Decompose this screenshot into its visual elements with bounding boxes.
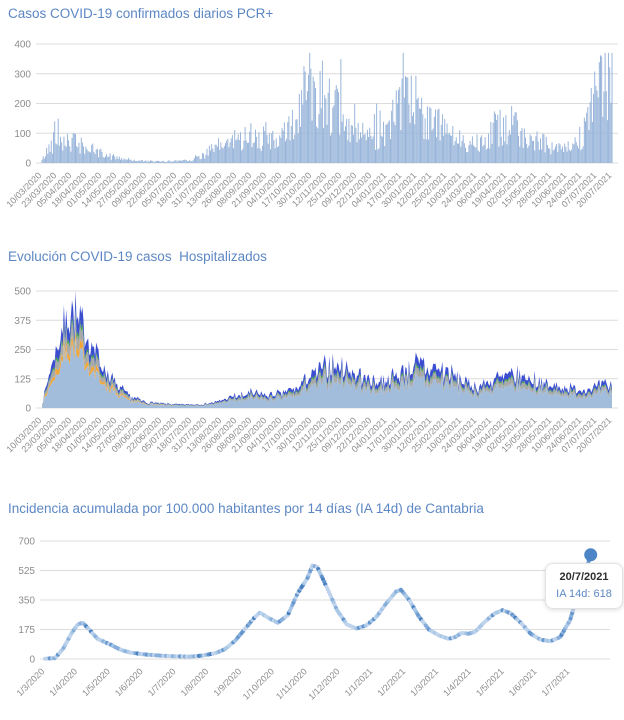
daily-cases-bar-chart[interactable]: 010020030040010/03/202023/03/202005/04/2…	[0, 36, 624, 241]
svg-text:0: 0	[29, 655, 35, 666]
tooltip-value: IA 14d: 618	[556, 588, 612, 600]
svg-text:125: 125	[14, 374, 31, 385]
svg-text:1/7/2021: 1/7/2021	[540, 666, 572, 698]
svg-text:1/10/2020: 1/10/2020	[241, 666, 276, 701]
svg-text:1/3/2020: 1/3/2020	[15, 666, 47, 698]
svg-text:1/9/2020: 1/9/2020	[211, 666, 243, 698]
svg-text:375: 375	[14, 316, 31, 327]
svg-text:1/7/2020: 1/7/2020	[146, 666, 178, 698]
svg-text:525: 525	[18, 566, 35, 577]
tooltip-date: 20/7/2021	[559, 571, 609, 583]
svg-text:350: 350	[18, 596, 35, 607]
svg-text:175: 175	[18, 625, 35, 636]
svg-text:0: 0	[25, 159, 31, 170]
svg-text:1/11/2020: 1/11/2020	[274, 666, 309, 701]
svg-text:1/12/2020: 1/12/2020	[306, 666, 341, 701]
svg-text:1/2/2021: 1/2/2021	[375, 666, 407, 698]
incidence-chart-title: Incidencia acumulada por 100.000 habitan…	[8, 501, 484, 516]
svg-text:1/8/2020: 1/8/2020	[179, 666, 211, 698]
svg-text:200: 200	[14, 99, 31, 110]
svg-text:1/4/2020: 1/4/2020	[47, 666, 79, 698]
svg-text:1/4/2021: 1/4/2021	[441, 666, 473, 698]
svg-text:1/1/2021: 1/1/2021	[343, 666, 375, 698]
svg-text:0: 0	[25, 404, 31, 415]
svg-text:1/6/2021: 1/6/2021	[507, 666, 539, 698]
svg-text:1/5/2020: 1/5/2020	[80, 666, 112, 698]
svg-text:100: 100	[14, 129, 31, 140]
svg-text:1/5/2021: 1/5/2021	[474, 666, 506, 698]
svg-text:1/6/2020: 1/6/2020	[113, 666, 145, 698]
hospitalized-chart-title: Evolución COVID-19 casos Hospitalizados	[8, 249, 267, 264]
svg-text:500: 500	[14, 287, 31, 298]
svg-text:700: 700	[18, 537, 35, 548]
hospitalized-area-chart[interactable]: 012525037550010/03/202023/03/202005/04/2…	[0, 281, 624, 493]
daily-cases-chart-title: Casos COVID-19 confirmados diarios PCR+	[8, 6, 274, 21]
tooltip: 20/7/2021 IA 14d: 618	[545, 563, 623, 609]
svg-text:300: 300	[14, 69, 31, 80]
svg-text:400: 400	[14, 40, 31, 51]
svg-text:250: 250	[14, 345, 31, 356]
svg-text:1/3/2021: 1/3/2021	[408, 666, 440, 698]
